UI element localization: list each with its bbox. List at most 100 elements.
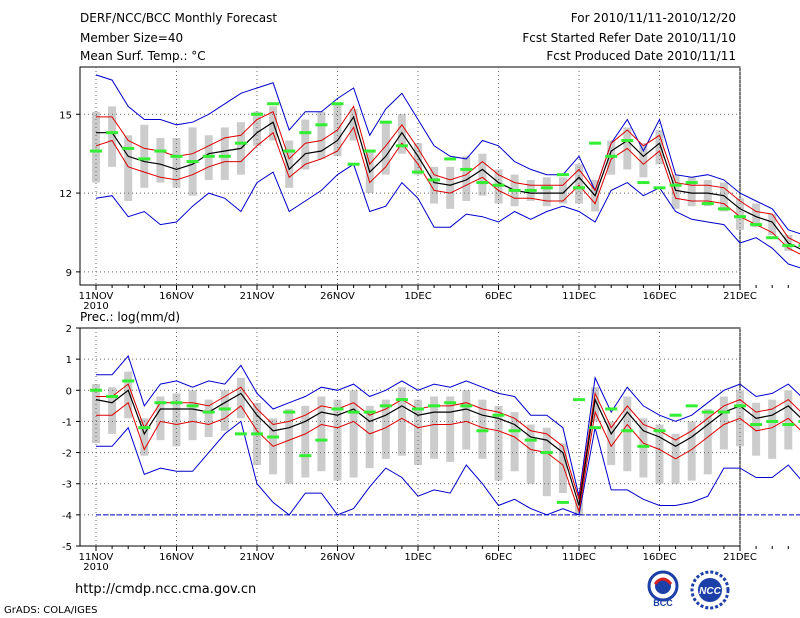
spread-box — [607, 421, 616, 466]
spread-box — [542, 427, 551, 497]
median-marker — [508, 188, 521, 192]
svg-text:BCC: BCC — [653, 598, 673, 608]
x-tick-label: 26NOV — [320, 552, 355, 563]
x-tick-label: 1DEC — [404, 552, 431, 563]
y-tick-label: 0 — [66, 386, 72, 397]
x-tick-label: 11DEC — [562, 552, 596, 563]
spread-box — [719, 182, 728, 212]
median-marker — [395, 144, 408, 148]
x-tick-label: 11DEC — [562, 291, 596, 302]
median-marker — [186, 160, 199, 164]
median-marker — [717, 207, 730, 211]
median-marker — [589, 141, 602, 145]
median-marker — [170, 154, 183, 158]
median-marker — [428, 404, 441, 408]
median-marker — [363, 410, 376, 414]
spread-box — [220, 127, 229, 180]
variable-label: Mean Surf. Temp.: °C — [80, 49, 206, 63]
median-marker — [315, 438, 328, 442]
spread-box — [639, 418, 648, 478]
y-tick-label: -5 — [62, 542, 72, 553]
median-marker — [412, 170, 424, 174]
x-year-label: 2010 — [83, 301, 108, 312]
series-min-line — [96, 420, 800, 516]
median-marker — [122, 146, 135, 150]
spread-box — [478, 153, 487, 196]
median-marker — [363, 149, 376, 153]
median-marker — [347, 410, 360, 414]
median-marker — [170, 401, 183, 405]
spread-box — [317, 396, 326, 472]
median-marker — [267, 102, 280, 106]
median-marker — [460, 404, 473, 408]
spread-box — [719, 396, 728, 450]
median-marker — [90, 388, 102, 392]
spread-box — [768, 214, 777, 236]
median-marker — [637, 181, 650, 185]
member-size: Member Size=40 — [80, 31, 184, 45]
series-upper-line — [96, 383, 800, 500]
y-tick-label: 9 — [66, 268, 72, 279]
spread-box — [768, 399, 777, 459]
spread-box — [784, 390, 793, 450]
median-marker — [524, 438, 537, 442]
spread-box — [655, 424, 664, 484]
x-tick-label: 21NOV — [240, 552, 275, 563]
spread-box — [446, 396, 455, 462]
median-marker — [138, 426, 151, 430]
median-marker — [669, 413, 682, 417]
y-tick-label: -2 — [62, 449, 72, 460]
median-marker — [492, 413, 505, 417]
median-marker — [798, 244, 800, 248]
spread-box — [253, 111, 261, 146]
spread-box — [687, 177, 696, 207]
spread-box — [124, 135, 133, 201]
spread-box — [494, 405, 503, 481]
median-marker — [573, 186, 585, 190]
median-marker — [556, 173, 569, 177]
median-marker — [540, 451, 553, 455]
spread-box — [365, 405, 374, 469]
median-marker — [750, 423, 763, 427]
footer-url[interactable]: http://cmdp.ncc.cma.gov.cn — [75, 582, 257, 597]
x-tick-label: 16DEC — [643, 552, 677, 563]
median-marker — [218, 407, 231, 411]
spread-box — [575, 499, 583, 515]
median-marker — [524, 188, 537, 192]
median-marker — [412, 407, 424, 411]
median-marker — [621, 429, 634, 433]
median-marker — [734, 215, 746, 219]
y-tick-label: 15 — [59, 110, 72, 121]
spread-box — [108, 387, 117, 434]
median-marker — [267, 435, 280, 439]
median-marker — [154, 401, 167, 405]
median-marker — [331, 407, 344, 411]
spread-box — [462, 156, 471, 201]
median-marker — [637, 444, 650, 448]
median-marker — [395, 398, 408, 402]
median-marker — [444, 401, 457, 405]
median-marker — [460, 167, 473, 171]
median-marker — [315, 123, 328, 127]
spread-box — [92, 384, 100, 444]
spread-box — [558, 443, 567, 494]
median-marker — [685, 181, 698, 185]
median-marker — [653, 186, 666, 190]
y-tick-label: -1 — [62, 417, 72, 428]
y-tick-label: 12 — [59, 189, 72, 200]
median-marker — [186, 404, 199, 408]
series-max-line — [95, 74, 800, 235]
spread-box — [542, 177, 551, 207]
median-marker — [251, 112, 263, 116]
y-tick-label: -4 — [62, 511, 72, 522]
median-marker — [669, 183, 682, 187]
x-tick-label: 11NOV — [79, 552, 114, 563]
spread-box — [671, 174, 680, 209]
svg-text:NCC: NCC — [699, 586, 721, 597]
spread-box — [236, 377, 245, 419]
median-marker — [685, 404, 698, 408]
spread-box — [703, 408, 712, 475]
x-year-label: 2010 — [83, 562, 108, 573]
median-marker — [122, 379, 135, 383]
